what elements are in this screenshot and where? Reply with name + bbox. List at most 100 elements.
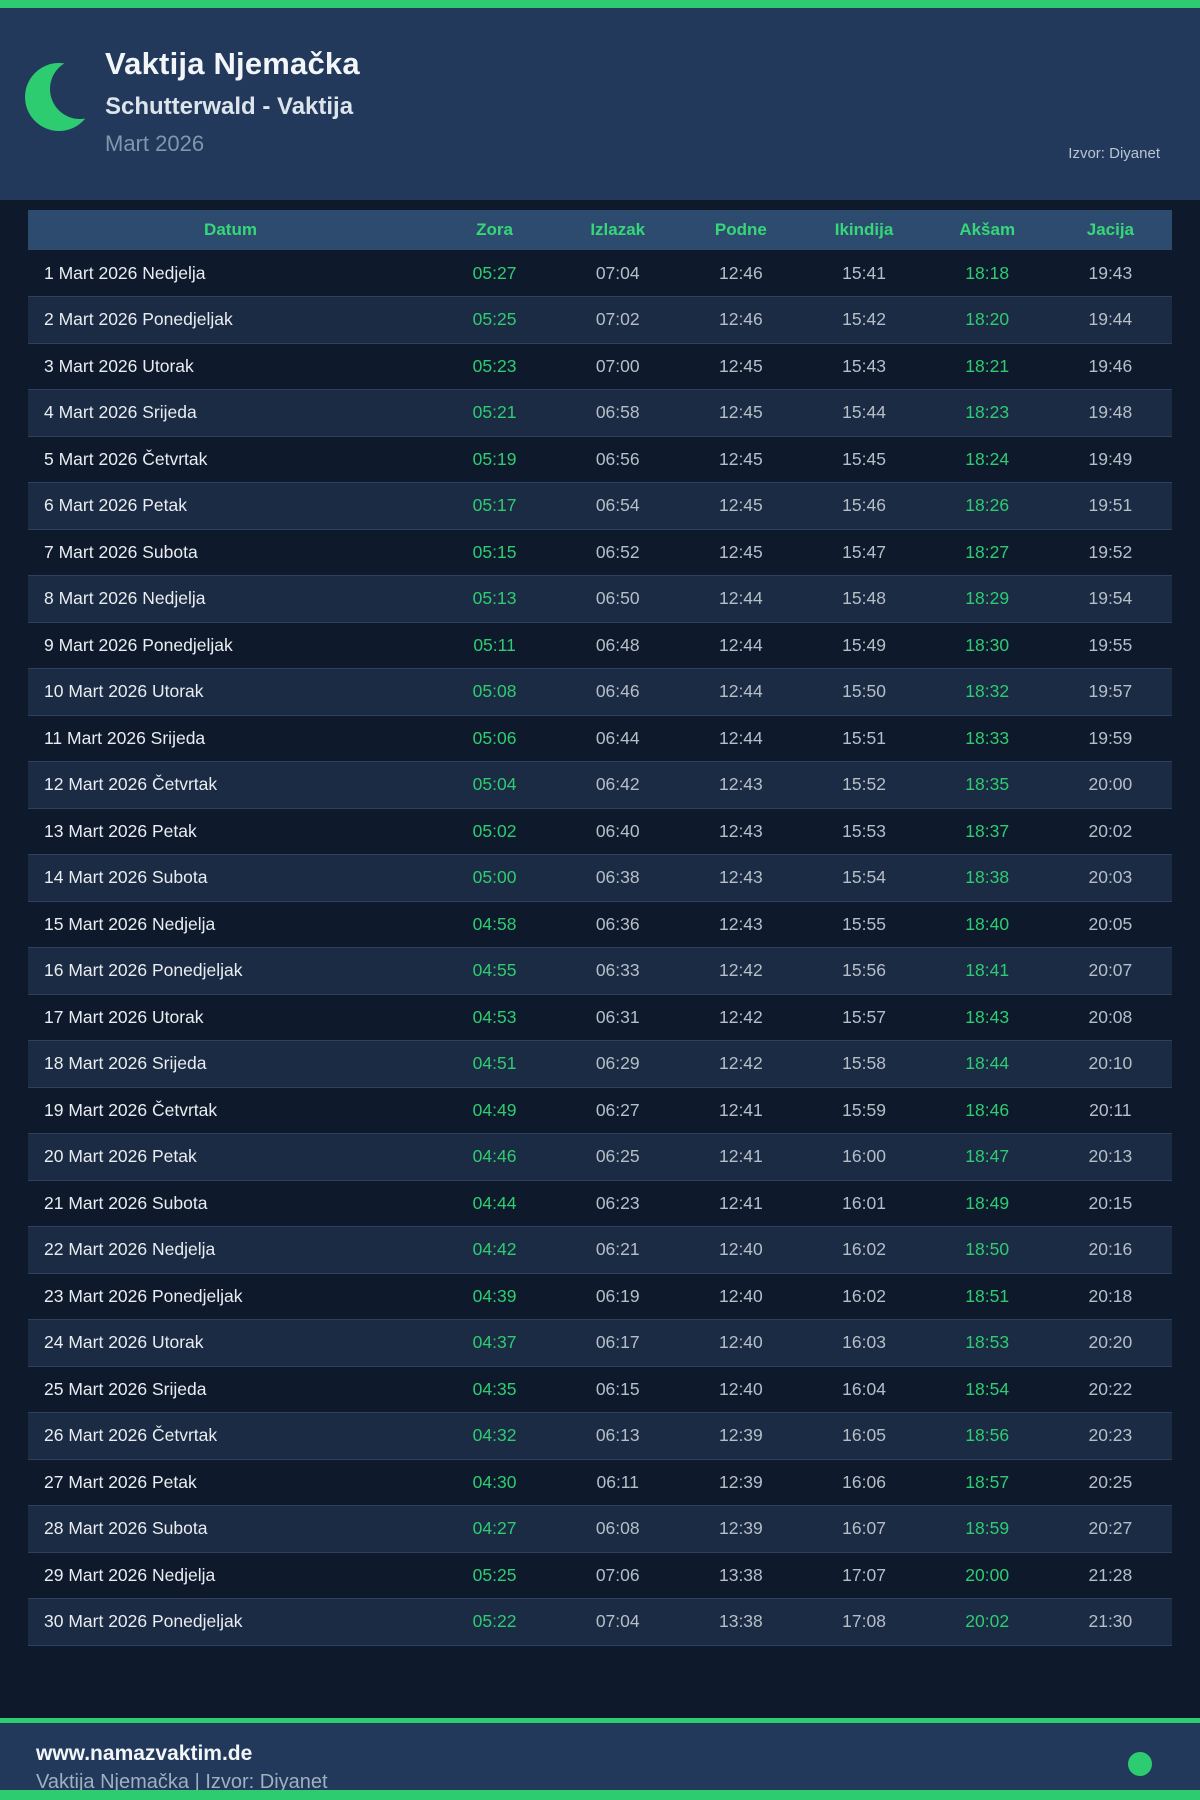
time-cell-jacija: 19:51	[1048, 482, 1172, 530]
date-cell: 16 Mart 2026 Ponedjeljak	[28, 947, 433, 995]
time-cell-jacija: 19:49	[1088, 448, 1133, 469]
time-cell-aksam: 18:33	[965, 727, 1010, 748]
date-cell: 9 Mart 2026 Ponedjeljak	[44, 634, 233, 655]
date-cell: 18 Mart 2026 Srijeda	[28, 1040, 433, 1088]
time-cell-jacija: 20:08	[1088, 1006, 1133, 1027]
date-cell: 1 Mart 2026 Nedjelja	[44, 262, 206, 283]
header-text-block: Vaktija Njemačka Schutterwald - Vaktija …	[105, 46, 1160, 157]
time-cell-jacija: 20:07	[1048, 947, 1172, 995]
date-cell: 10 Mart 2026 Utorak	[28, 668, 433, 716]
time-cell-izlazak: 06:27	[595, 1099, 640, 1120]
time-cell-aksam: 18:38	[925, 854, 1049, 902]
time-cell-ikindija: 15:45	[842, 448, 886, 469]
time-cell-jacija: 20:16	[1048, 1226, 1172, 1274]
table-row: 2 Mart 2026 Ponedjeljak 05:25 07:02 12:46 15…	[28, 296, 1172, 344]
time-cell-izlazak: 07:04	[595, 262, 640, 283]
time-cell-jacija: 20:18	[1088, 1285, 1133, 1306]
time-cell-aksam: 18:59	[925, 1505, 1049, 1553]
time-cell-podne: 12:44	[718, 634, 763, 655]
time-cell-izlazak: 06:31	[595, 1006, 640, 1027]
date-cell: 25 Mart 2026 Srijeda	[44, 1378, 207, 1399]
prayer-times-table: Datum Zora Izlazak Podne Ikindija Akšam Jacija…	[28, 210, 1172, 1646]
time-cell-izlazak: 06:36	[595, 913, 640, 934]
time-cell-jacija: 20:00	[1048, 761, 1172, 809]
time-cell-aksam: 18:26	[925, 482, 1049, 530]
table-row: 11 Mart 2026 Srijeda 05:06 06:44 12:44 15:51…	[28, 715, 1172, 762]
time-cell-jacija: 20:03	[1048, 854, 1172, 902]
time-cell-zora: 05:21	[433, 389, 557, 437]
time-cell-podne: 12:45	[718, 355, 763, 376]
table-header-row: Datum Zora Izlazak Podne Ikindija Akšam Jacija	[28, 210, 1172, 250]
time-cell-podne: 12:45	[718, 448, 763, 469]
table-row: 24 Mart 2026 Utorak 04:37 06:17 12:40 16:03 1…	[28, 1319, 1172, 1367]
table-row: 17 Mart 2026 Utorak 04:53 06:31 12:42 15:57 1…	[28, 994, 1172, 1041]
table-row: 23 Mart 2026 Ponedjeljak 04:39 06:19 12:40 1…	[28, 1273, 1172, 1320]
time-cell-zora: 05:15	[472, 541, 517, 562]
time-cell-izlazak: 06:58	[556, 389, 680, 437]
header: Vaktija Njemačka Schutterwald - Vaktija …	[0, 8, 1200, 200]
time-cell-jacija: 19:46	[1088, 355, 1133, 376]
time-cell-aksam: 18:41	[925, 947, 1049, 995]
time-cell-jacija: 20:10	[1048, 1040, 1172, 1088]
table-row: 8 Mart 2026 Nedjelja 05:13 06:50 12:44 15:48…	[28, 575, 1172, 623]
time-cell-jacija: 20:22	[1088, 1378, 1133, 1399]
time-cell-zora: 05:13	[433, 575, 557, 623]
time-cell-podne: 12:45	[718, 541, 763, 562]
table-row: 9 Mart 2026 Ponedjeljak 05:11 06:48 12:44 15…	[28, 622, 1172, 669]
time-cell-aksam: 20:00	[965, 1564, 1010, 1585]
time-cell-podne: 13:38	[679, 1598, 803, 1646]
time-cell-ikindija: 15:50	[802, 668, 926, 716]
date-cell: 15 Mart 2026 Nedjelja	[44, 913, 216, 934]
table-body: 1 Mart 2026 Nedjelja 05:27 07:04 12:46 15:41…	[28, 250, 1172, 1646]
time-cell-podne: 12:45	[679, 389, 803, 437]
time-cell-izlazak: 06:48	[595, 634, 640, 655]
table-row: 16 Mart 2026 Ponedjeljak 04:55 06:33 12:42 1…	[28, 947, 1172, 995]
table-row: 5 Mart 2026 Četvrtak 05:19 06:56 12:45 15:45…	[28, 436, 1172, 483]
time-cell-izlazak: 06:11	[596, 1471, 639, 1492]
time-cell-ikindija: 16:05	[802, 1412, 926, 1460]
time-cell-zora: 04:39	[472, 1285, 517, 1306]
time-cell-zora: 05:23	[472, 355, 517, 376]
time-cell-zora: 04:35	[472, 1378, 517, 1399]
date-cell: 22 Mart 2026 Nedjelja	[28, 1226, 433, 1274]
time-cell-aksam: 18:43	[965, 1006, 1010, 1027]
time-cell-aksam: 18:32	[925, 668, 1049, 716]
time-cell-aksam: 18:21	[965, 355, 1010, 376]
table-row: 30 Mart 2026 Ponedjeljak 05:22 07:04 13:38 1…	[28, 1598, 1172, 1646]
time-cell-aksam: 18:24	[965, 448, 1010, 469]
time-cell-izlazak: 06:19	[595, 1285, 640, 1306]
top-accent-bar	[0, 0, 1200, 8]
bottom-accent-bar	[0, 1790, 1200, 1800]
time-cell-izlazak: 06:15	[595, 1378, 640, 1399]
footer-divider	[0, 1718, 1200, 1723]
footer: www.namazvaktim.de Vaktija Njemačka | Iz…	[0, 1723, 1200, 1793]
time-cell-zora: 04:49	[472, 1099, 517, 1120]
time-cell-izlazak: 07:00	[595, 355, 640, 376]
column-header-zora: Zora	[433, 210, 557, 250]
time-cell-zora: 04:30	[472, 1471, 517, 1492]
time-cell-podne: 12:44	[718, 727, 763, 748]
time-cell-jacija: 19:55	[1088, 634, 1133, 655]
time-cell-podne: 12:41	[679, 1133, 803, 1181]
time-cell-jacija: 21:28	[1088, 1564, 1133, 1585]
footer-tagline: Vaktija Njemačka | Izvor: Diyanet	[36, 1771, 328, 1793]
time-cell-zora: 04:58	[472, 913, 517, 934]
time-cell-aksam: 18:30	[965, 634, 1010, 655]
time-cell-podne: 12:44	[679, 575, 803, 623]
table-row: 22 Mart 2026 Nedjelja 04:42 06:21 12:40 16:0…	[28, 1226, 1172, 1274]
time-cell-aksam: 18:40	[965, 913, 1010, 934]
time-cell-podne: 12:41	[718, 1099, 763, 1120]
column-header-ikindija: Ikindija	[802, 210, 926, 250]
time-cell-izlazak: 06:25	[556, 1133, 680, 1181]
time-cell-zora: 05:04	[433, 761, 557, 809]
table-row: 19 Mart 2026 Četvrtak 04:49 06:27 12:41 15:5…	[28, 1087, 1172, 1134]
time-cell-ikindija: 16:02	[802, 1226, 926, 1274]
time-cell-ikindija: 16:04	[842, 1378, 886, 1399]
table-row: 13 Mart 2026 Petak 05:02 06:40 12:43 15:53 18…	[28, 808, 1172, 855]
time-cell-jacija: 19:57	[1048, 668, 1172, 716]
time-cell-izlazak: 06:40	[595, 820, 640, 841]
time-cell-izlazak: 06:08	[556, 1505, 680, 1553]
date-cell: 30 Mart 2026 Ponedjeljak	[28, 1598, 433, 1646]
crescent-moon-icon	[25, 59, 110, 131]
time-cell-ikindija: 16:07	[802, 1505, 926, 1553]
